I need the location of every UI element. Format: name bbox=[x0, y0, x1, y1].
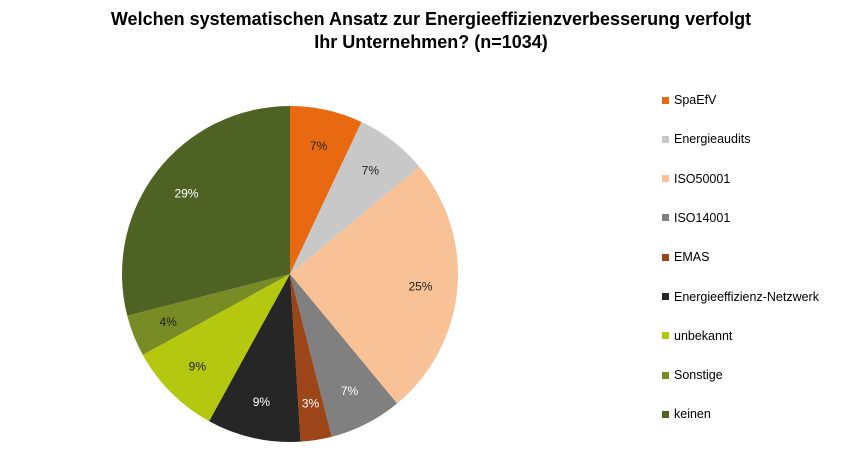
legend-swatch bbox=[662, 253, 669, 261]
legend-label: ISO14001 bbox=[674, 210, 731, 225]
pie-slice-energieaudits bbox=[290, 121, 420, 275]
legend-item-energieeffizienz-netzwerk: Energieeffizienz-Netzwerk bbox=[662, 289, 819, 305]
legend-label: Sonstige bbox=[674, 368, 723, 383]
pie-slice-spaefv bbox=[290, 106, 362, 274]
slice-label-energieeffizienz-netzwerk: 9% bbox=[253, 395, 271, 409]
slice-label-energieaudits: 7% bbox=[362, 163, 380, 177]
slice-label-spaefv: 7% bbox=[310, 139, 328, 153]
slice-label-sonstige: 4% bbox=[159, 315, 177, 329]
legend-swatch bbox=[662, 214, 669, 222]
chart-title-line-2: Ihr Unternehmen? (n=1034) bbox=[314, 32, 548, 52]
legend-item-iso50001: ISO50001 bbox=[662, 171, 730, 187]
legend-label: Energieaudits bbox=[674, 132, 751, 147]
pie-slice-emas bbox=[290, 274, 332, 442]
legend-item-sonstige: Sonstige bbox=[662, 367, 723, 383]
legend-item-keinen: keinen bbox=[662, 406, 711, 422]
legend-label: Energieeffizienz-Netzwerk bbox=[674, 289, 819, 304]
legend-swatch bbox=[662, 410, 669, 418]
pie-slice-energieeffizienz-netzwerk bbox=[209, 274, 301, 442]
legend-label: ISO50001 bbox=[674, 171, 731, 186]
slice-label-emas: 3% bbox=[302, 396, 320, 410]
legend-label: EMAS bbox=[674, 250, 710, 265]
legend-swatch bbox=[662, 371, 669, 379]
legend-swatch bbox=[662, 175, 669, 183]
legend-swatch bbox=[662, 135, 669, 143]
legend-item-unbekannt: unbekannt bbox=[662, 328, 732, 344]
legend-item-emas: EMAS bbox=[662, 249, 709, 265]
pie-slice-iso50001 bbox=[290, 166, 459, 404]
legend-label: SpaEfV bbox=[674, 93, 717, 107]
pie-slice-iso14001 bbox=[290, 274, 398, 437]
legend-label: keinen bbox=[674, 407, 711, 422]
legend-swatch bbox=[662, 332, 669, 340]
legend-swatch bbox=[662, 96, 669, 104]
chart-title-line-1: Welchen systematischen Ansatz zur Energi… bbox=[110, 9, 752, 29]
legend-item-energieaudits: Energieaudits bbox=[662, 131, 750, 147]
pie-slice-keinen bbox=[122, 106, 290, 316]
legend-item-iso14001: ISO14001 bbox=[662, 210, 730, 226]
slice-label-unbekannt: 9% bbox=[189, 360, 207, 374]
legend-label: unbekannt bbox=[674, 328, 733, 343]
legend-swatch bbox=[662, 293, 669, 300]
chart-title: Welchen systematischen Ansatz zur Energi… bbox=[0, 8, 862, 54]
slice-label-iso14001: 7% bbox=[341, 384, 359, 398]
slice-label-iso50001: 25% bbox=[408, 279, 432, 293]
pie-slice-sonstige bbox=[127, 274, 290, 355]
legend-item-spaefv: SpaEfV bbox=[662, 92, 716, 108]
slice-label-keinen: 29% bbox=[174, 187, 198, 201]
pie-slice-unbekannt bbox=[142, 274, 290, 422]
